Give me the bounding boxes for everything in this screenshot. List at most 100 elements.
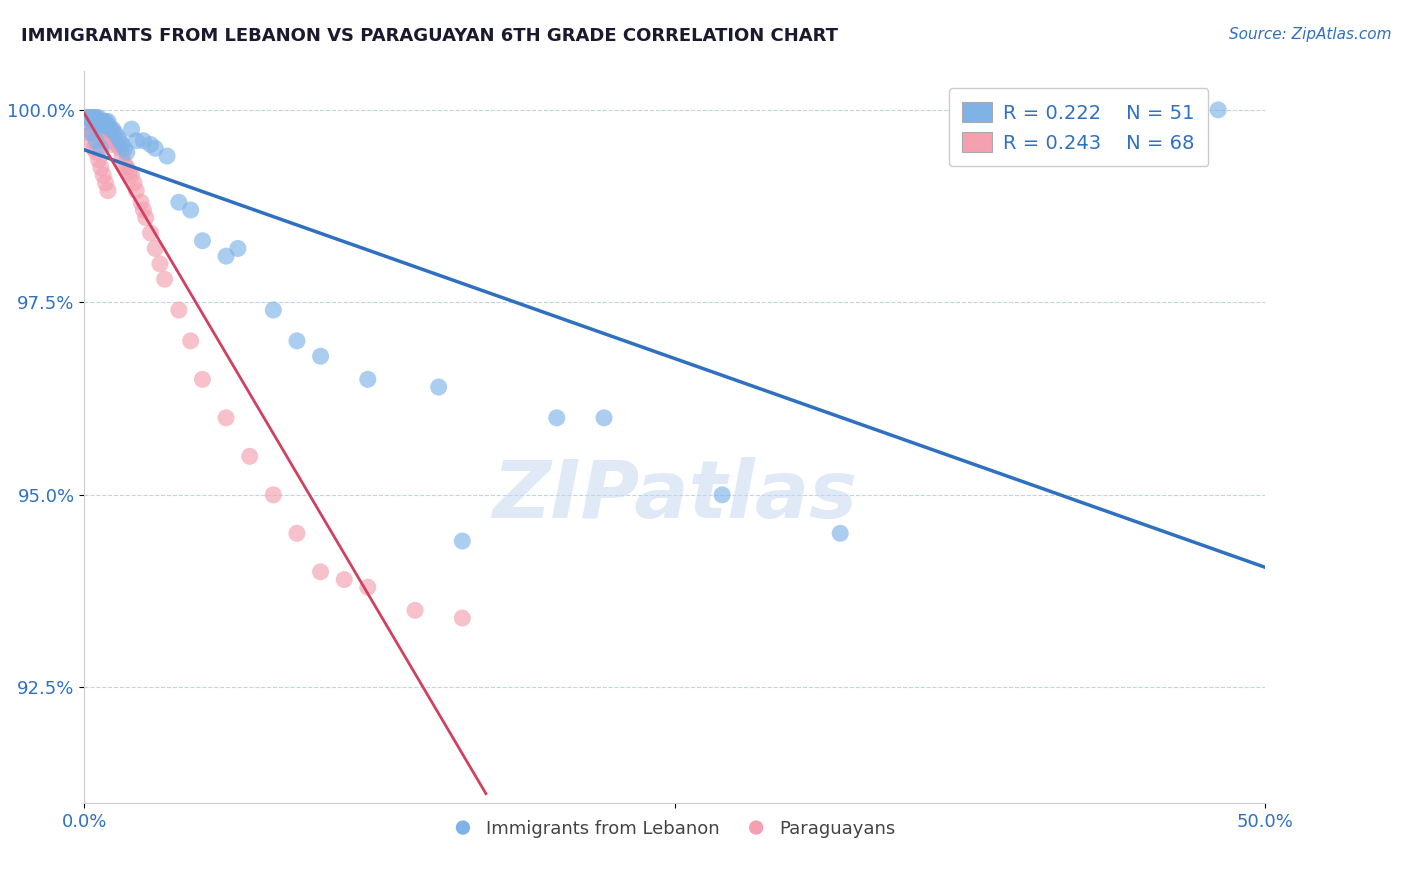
Point [80, 126, 103, 140]
Point [91, 114, 114, 128]
Point [97, 114, 120, 128]
Point [118, 164, 141, 178]
Point [121, 169, 143, 183]
Point [309, 565, 332, 579]
Point [83, 111, 105, 125]
Point [1206, 103, 1229, 117]
Point [180, 202, 202, 217]
Legend: Immigrants from Lebanon, Paraguayans: Immigrants from Lebanon, Paraguayans [447, 813, 903, 845]
Point [87, 114, 110, 128]
Point [167, 303, 190, 318]
Point [104, 126, 127, 140]
Point [108, 134, 131, 148]
Point [97, 129, 120, 144]
Point [285, 334, 308, 348]
Point [226, 242, 249, 256]
Point [83, 111, 105, 125]
Point [77, 126, 100, 140]
Point [262, 303, 284, 318]
Point [101, 122, 124, 136]
Point [80, 134, 103, 148]
Point [122, 176, 145, 190]
Point [87, 118, 110, 132]
Point [357, 580, 380, 594]
Point [191, 234, 214, 248]
Point [107, 129, 129, 144]
Point [84, 145, 107, 160]
Point [87, 111, 110, 125]
Point [84, 111, 107, 125]
Point [90, 114, 112, 128]
Point [84, 111, 107, 125]
Point [84, 114, 107, 128]
Point [91, 114, 114, 128]
Point [215, 249, 238, 263]
Point [90, 114, 112, 128]
Point [80, 111, 103, 125]
Point [91, 118, 114, 132]
Point [101, 126, 124, 140]
Point [108, 141, 131, 155]
Point [132, 134, 155, 148]
Point [91, 169, 114, 183]
Point [111, 149, 134, 163]
Point [262, 488, 284, 502]
Point [114, 141, 136, 155]
Point [115, 145, 138, 160]
Point [153, 272, 176, 286]
Point [156, 149, 179, 163]
Point [77, 111, 100, 125]
Point [84, 122, 107, 136]
Point [76, 111, 98, 125]
Point [115, 161, 138, 175]
Point [139, 137, 162, 152]
Point [125, 134, 148, 148]
Point [107, 137, 129, 152]
Point [167, 195, 190, 210]
Point [143, 141, 166, 155]
Point [97, 122, 120, 136]
Point [104, 134, 127, 148]
Point [76, 122, 98, 136]
Point [101, 137, 124, 152]
Point [451, 611, 474, 625]
Point [357, 372, 380, 386]
Point [97, 118, 120, 132]
Point [114, 157, 136, 171]
Point [546, 410, 568, 425]
Point [83, 114, 105, 128]
Point [91, 118, 114, 132]
Text: IMMIGRANTS FROM LEBANON VS PARAGUAYAN 6TH GRADE CORRELATION CHART: IMMIGRANTS FROM LEBANON VS PARAGUAYAN 6T… [21, 27, 838, 45]
Point [76, 114, 98, 128]
Point [427, 380, 450, 394]
Point [121, 122, 143, 136]
Point [143, 242, 166, 256]
Point [94, 118, 117, 132]
Point [215, 410, 238, 425]
Point [451, 534, 474, 549]
Point [77, 111, 100, 125]
Point [80, 111, 103, 125]
Point [87, 153, 110, 167]
Point [98, 134, 121, 148]
Point [90, 141, 112, 155]
Point [90, 161, 112, 175]
Point [593, 410, 616, 425]
Point [77, 114, 100, 128]
Point [94, 126, 117, 140]
Point [80, 114, 103, 128]
Point [333, 573, 356, 587]
Point [83, 141, 105, 155]
Point [83, 118, 105, 132]
Point [125, 184, 148, 198]
Point [80, 114, 103, 128]
Text: ZIPatlas: ZIPatlas [492, 457, 858, 534]
Point [191, 372, 214, 386]
Point [87, 114, 110, 128]
Point [132, 202, 155, 217]
Point [139, 226, 162, 240]
Point [84, 114, 107, 128]
Point [94, 114, 117, 128]
Text: Source: ZipAtlas.com: Source: ZipAtlas.com [1229, 27, 1392, 42]
Point [90, 118, 112, 132]
